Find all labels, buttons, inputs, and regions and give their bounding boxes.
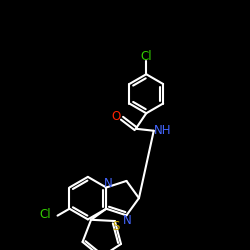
Text: NH: NH — [154, 124, 172, 137]
Text: Cl: Cl — [39, 208, 50, 221]
Text: N: N — [122, 214, 131, 227]
Text: Cl: Cl — [140, 50, 152, 63]
Text: N: N — [104, 177, 112, 190]
Text: S: S — [112, 220, 120, 233]
Text: O: O — [112, 110, 121, 123]
